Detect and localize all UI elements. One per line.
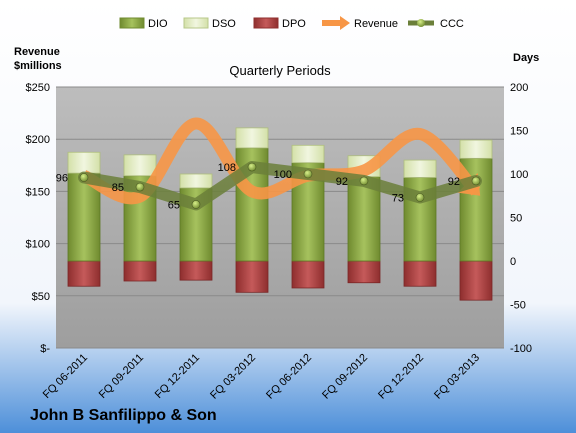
bar-dpo xyxy=(179,260,213,281)
legend-label-dpo: DPO xyxy=(282,18,306,30)
ccc-data-label: 65 xyxy=(168,199,180,211)
ccc-data-label: 85 xyxy=(112,182,124,194)
right-axis-title: Days xyxy=(513,52,539,64)
bar-dso xyxy=(67,151,101,174)
ccc-line xyxy=(78,161,482,211)
right-tick-label: -50 xyxy=(510,300,526,312)
right-tick-label: 150 xyxy=(510,126,528,138)
bar-dso xyxy=(403,159,437,178)
bar-dso xyxy=(179,173,213,189)
company-name: John B Sanfilippo & Son xyxy=(30,407,217,424)
ccc-point xyxy=(79,173,89,182)
right-axis-ticks: -100 -50 0 50 100 150 200 xyxy=(510,82,532,355)
bars xyxy=(67,127,493,301)
legend-swatch-dio xyxy=(119,17,145,29)
bar-dio xyxy=(347,176,381,262)
left-tick-label: $200 xyxy=(26,134,50,146)
ccc-point xyxy=(471,176,481,186)
left-axis-ticks: $- $50 $100 $150 $200 $250 xyxy=(26,82,51,355)
bar-dpo xyxy=(67,260,101,287)
ccc-point xyxy=(191,200,201,209)
ccc-data-label: 73 xyxy=(392,192,404,204)
ccc-data-label: 108 xyxy=(218,162,236,174)
bar-dso xyxy=(123,154,157,177)
ccc-data-label: 100 xyxy=(274,169,292,181)
bar-dso xyxy=(291,144,325,164)
bar-dpo xyxy=(459,260,493,301)
ccc-series: 96 85 65 108 100 92 73 92 xyxy=(56,161,482,211)
right-tick-label: 100 xyxy=(510,169,528,181)
ccc-data-label: 92 xyxy=(336,176,348,188)
left-axis-title-line1: Revenue xyxy=(14,46,60,58)
legend-label-dso: DSO xyxy=(212,18,236,30)
legend: DIO DSO DPO Revenue CCC xyxy=(119,16,464,30)
ccc-point xyxy=(415,193,425,202)
plot-area xyxy=(56,87,504,348)
ccc-data-label: 92 xyxy=(448,176,460,188)
right-tick-label: -100 xyxy=(510,343,532,355)
right-tick-label: 50 xyxy=(510,213,522,225)
legend-swatch-dpo xyxy=(253,17,279,29)
ccc-point xyxy=(247,162,257,172)
legend-label-dio: DIO xyxy=(148,18,168,30)
legend-swatch-dso xyxy=(183,17,209,29)
bar-dpo xyxy=(403,260,437,287)
ccc-data-label: 96 xyxy=(56,172,68,184)
ccc-point xyxy=(303,169,313,179)
legend-swatch-revenue xyxy=(322,16,350,30)
left-tick-label: $250 xyxy=(26,82,50,94)
right-tick-label: 0 xyxy=(510,256,516,268)
bar-dso xyxy=(459,139,493,159)
bar-dpo xyxy=(235,260,269,293)
right-tick-label: 200 xyxy=(510,82,528,94)
legend-label-ccc: CCC xyxy=(440,18,464,30)
ccc-point xyxy=(135,182,145,192)
left-tick-label: $100 xyxy=(26,239,50,251)
bar-dpo xyxy=(347,260,381,284)
left-tick-label: $150 xyxy=(26,186,50,198)
legend-label-revenue: Revenue xyxy=(354,18,398,30)
left-tick-label: $- xyxy=(40,343,50,355)
left-tick-label: $50 xyxy=(32,291,50,303)
bar-dpo xyxy=(123,260,157,282)
bar-dso xyxy=(235,127,269,149)
legend-swatch-ccc-dot xyxy=(417,19,425,27)
chart-title: Quarterly Periods xyxy=(229,63,331,78)
left-axis-title-line2: $millions xyxy=(14,60,62,72)
ccc-point xyxy=(359,176,369,186)
bar-dpo xyxy=(291,260,325,289)
